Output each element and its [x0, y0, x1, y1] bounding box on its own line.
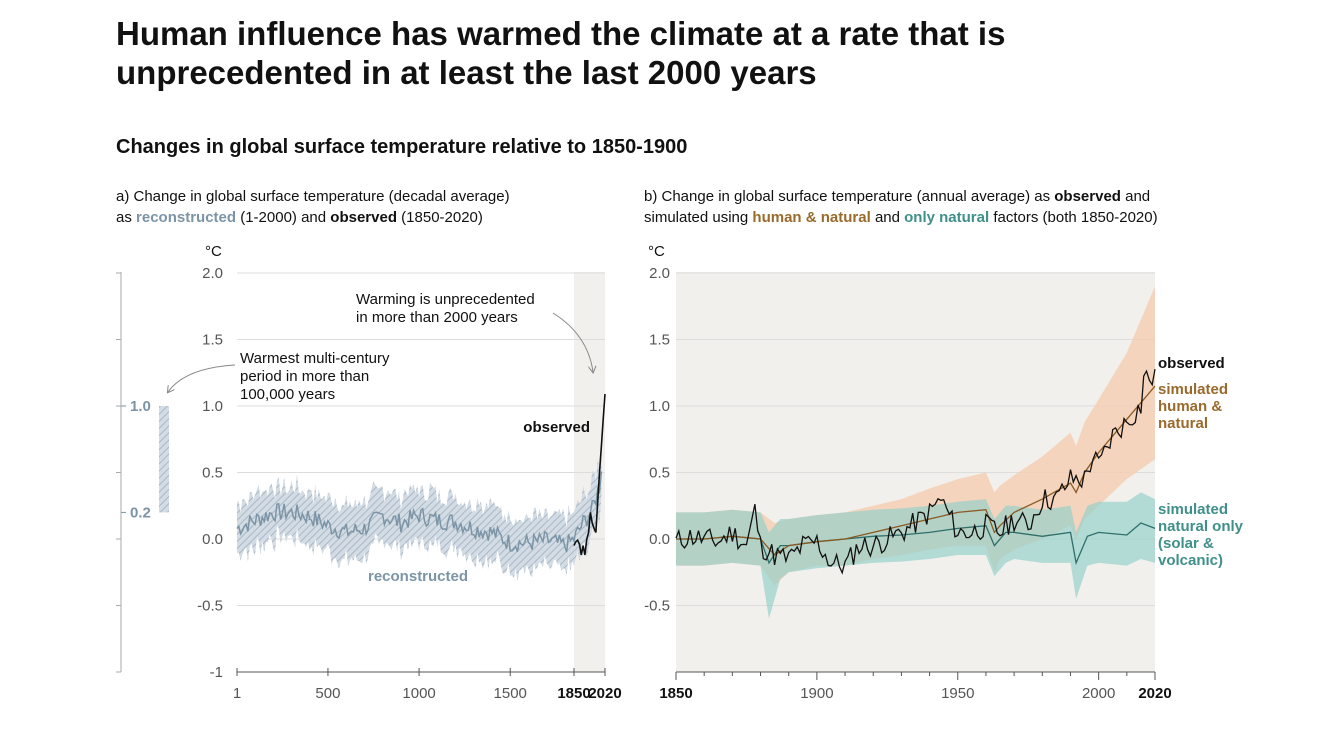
xtick-label-b: 1900 [800, 685, 833, 702]
ytick-label-b: 1.0 [649, 398, 670, 415]
natural-only-label: volcanic) [1158, 552, 1223, 569]
annotation-warmest-arrow [168, 364, 236, 392]
paleo-range-bar [159, 406, 169, 513]
human-natural-label: human & [1158, 398, 1222, 415]
caption-b-and: and [1125, 188, 1151, 205]
xtick-label-b: 1950 [941, 685, 974, 702]
caption-b-line2: simulated using [644, 209, 749, 226]
natural-only-label: natural only [1158, 518, 1244, 535]
caption-observed: observed [330, 209, 397, 226]
ytick-label-a: 0.0 [202, 531, 223, 548]
reconstructed-band [237, 445, 602, 582]
xtick-label-a: 1000 [402, 685, 435, 702]
observed-label-b: observed [1158, 355, 1225, 372]
ytick-label-b: 0.0 [649, 531, 670, 548]
reconstructed-label: reconstructed [368, 568, 468, 585]
panel-b-caption-line1: b) Change in global surface temperature … [644, 188, 1051, 205]
human-natural-label: natural [1158, 415, 1208, 432]
caption-range2: (1850-2020) [401, 209, 483, 226]
observed-line-a [573, 393, 606, 556]
xtick-label-b: 1850 [659, 685, 692, 702]
main-title: Human influence has warmed the climate a… [116, 15, 1006, 91]
caption-b-observed: observed [1054, 188, 1121, 205]
annotation-unprecedented: Warming is unprecedented [356, 291, 535, 308]
xtick-label-a: 2020 [588, 685, 621, 702]
xtick-label-b: 2000 [1082, 685, 1115, 702]
panel-a-caption-line1: a) Change in global surface temperature … [116, 188, 510, 205]
caption-as: as [116, 209, 132, 226]
caption-reconstructed: reconstructed [136, 209, 237, 226]
ytick-label-b: 1.5 [649, 332, 670, 349]
ytick-label-a: 1.5 [202, 332, 223, 349]
xtick-label-a: 1500 [494, 685, 527, 702]
ytick-label-a: 2.0 [202, 265, 223, 282]
annotation-unprecedented: in more than 2000 years [356, 309, 518, 326]
ytick-label-b: -0.5 [644, 598, 670, 615]
ytick-label-a: 1.0 [202, 398, 223, 415]
natural-only-band [676, 492, 1155, 619]
caption-b-human-natural: human & natural [752, 209, 871, 226]
observed-label-a: observed [523, 419, 590, 436]
natural-only-line [676, 522, 1156, 566]
y-unit-b: °C [648, 243, 665, 260]
observed-line-b [675, 368, 1156, 575]
annotation-warmest: period in more than [240, 368, 369, 385]
caption-range1: (1-2000) and [240, 209, 327, 226]
annotation-unprecedented-arrow [552, 312, 593, 372]
ytick-label-a: -0.5 [197, 598, 223, 615]
xtick-label-a: 500 [315, 685, 340, 702]
natural-only-label: simulated [1158, 501, 1228, 518]
paleo-range-label: 0.2 [130, 504, 151, 521]
reconstructed-line [236, 471, 603, 553]
xtick-label-a: 1850 [557, 685, 590, 702]
ytick-label-a: -1 [210, 664, 223, 681]
panel-b-caption: b) Change in global surface temperature … [644, 186, 1158, 228]
natural-only-label: (solar & [1158, 535, 1214, 552]
ytick-label-a: 0.5 [202, 465, 223, 482]
caption-b-natural-only: only natural [904, 209, 990, 226]
caption-b-line2-end: factors (both 1850-2020) [993, 209, 1158, 226]
panel-a-caption: a) Change in global surface temperature … [116, 186, 510, 228]
chart-subtitle: Changes in global surface temperature re… [116, 136, 688, 158]
xtick-label-b: 2020 [1138, 685, 1171, 702]
ytick-label-b: 2.0 [649, 265, 670, 282]
annotation-warmest: Warmest multi-century [240, 350, 390, 367]
ytick-label-b: 0.5 [649, 465, 670, 482]
xtick-label-a: 1 [233, 685, 241, 702]
paleo-range-label: 1.0 [130, 398, 151, 415]
human-natural-label: simulated [1158, 381, 1228, 398]
annotation-warmest: 100,000 years [240, 386, 335, 403]
y-unit-a: °C [205, 243, 222, 260]
caption-b-and2: and [874, 209, 900, 226]
